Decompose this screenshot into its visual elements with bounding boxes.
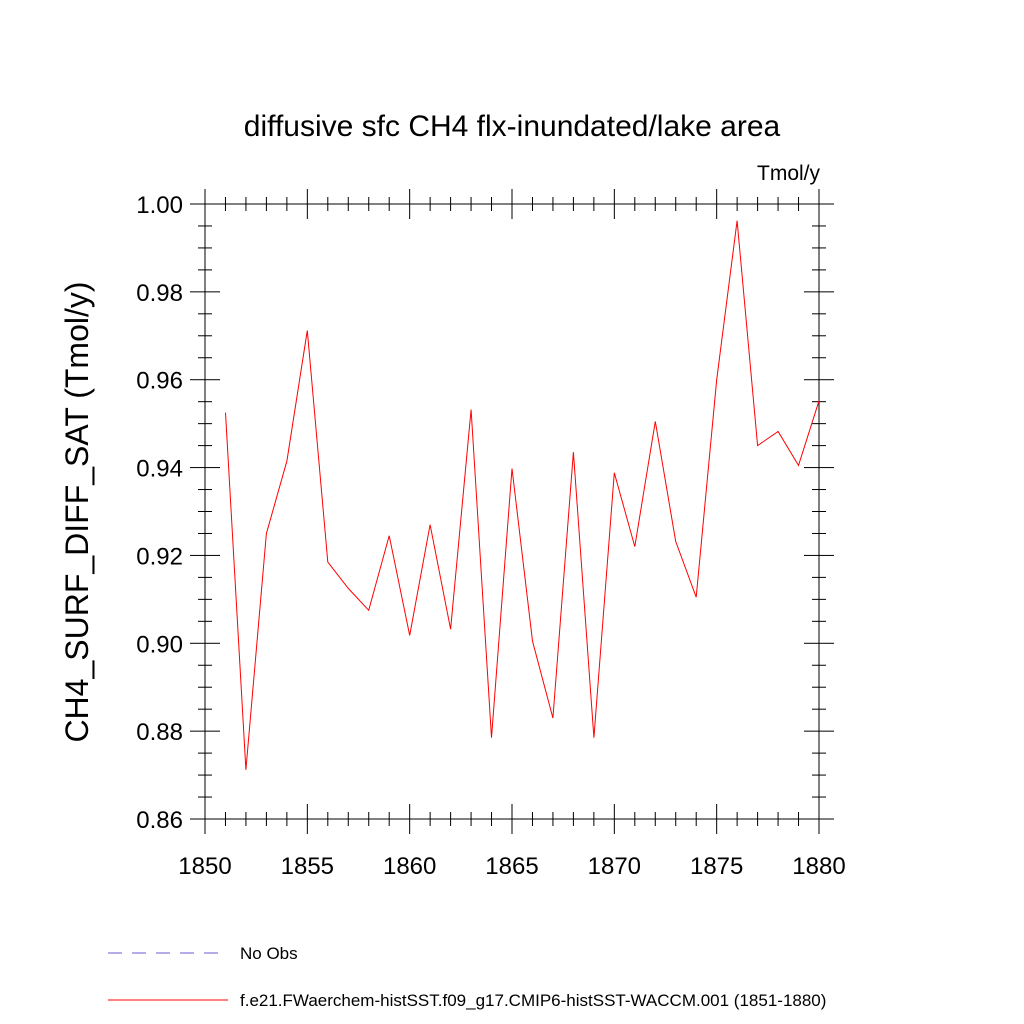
y-tick-label: 0.86: [136, 807, 183, 834]
plot-frame: [204, 203, 820, 820]
series-line: [225, 220, 820, 770]
legend: No Obs f.e21.FWaerchem-histSST.f09_g17.C…: [108, 944, 826, 1010]
series-layer: [225, 220, 820, 770]
y-axis-label: CH4_SURF_DIFF_SAT (Tmol/y): [59, 281, 95, 742]
y-tick-label: 1.00: [136, 192, 183, 219]
x-tick-label: 1860: [383, 853, 436, 880]
chart-title: diffusive sfc CH4 flx-inundated/lake are…: [244, 110, 781, 143]
x-tick-label: 1880: [792, 853, 845, 880]
y-tick-label: 0.88: [136, 719, 183, 746]
x-tick-label: 1870: [588, 853, 641, 880]
units-label: Tmol/y: [757, 162, 821, 185]
x-tick-label: 1855: [281, 853, 334, 880]
x-axis-ticks: 1850 1855 1860 1865 1870 1875 1880: [178, 189, 846, 880]
y-tick-label: 0.92: [136, 543, 183, 570]
y-tick-label: 0.94: [136, 456, 183, 483]
x-tick-label: 1875: [690, 853, 743, 880]
y-axis-ticks: 0.86 0.88 0.90 0.92 0.94 0.96 0.98 1.00: [136, 192, 834, 834]
y-tick-label: 0.98: [136, 280, 183, 307]
y-tick-label: 0.90: [136, 631, 183, 658]
legend-label-model: f.e21.FWaerchem-histSST.f09_g17.CMIP6-hi…: [240, 991, 826, 1010]
x-tick-label: 1850: [178, 853, 231, 880]
y-tick-label: 0.96: [136, 368, 183, 395]
legend-label-no-obs: No Obs: [240, 944, 298, 963]
x-tick-label: 1865: [485, 853, 538, 880]
